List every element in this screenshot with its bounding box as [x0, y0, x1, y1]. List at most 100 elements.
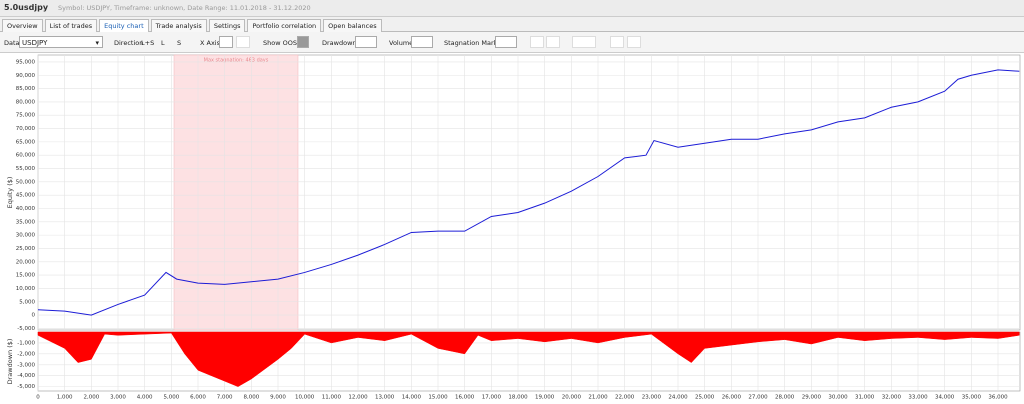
label: Show OOS	[263, 39, 297, 47]
x-tick-label: 21,000	[588, 395, 608, 401]
x-tick-label: 33,000	[908, 395, 928, 401]
x-tick-label: 34,000	[935, 395, 955, 401]
dropdown[interactable]: USDJPY ▾	[19, 36, 103, 48]
x-tick-label: 19,000	[535, 395, 555, 401]
x-tick-label: 6,000	[190, 395, 206, 401]
x-tick-label: 17,000	[482, 395, 502, 401]
toolbar: Data USDJPY ▾ Direction L+S L S X Axis Sh…	[0, 32, 1024, 53]
y-tick-label: 35,000	[16, 219, 36, 225]
drawdown-area	[37, 331, 1020, 387]
x-tick-label: 27,000	[748, 395, 768, 401]
x-tick-label: 13,000	[375, 395, 395, 401]
y-tick-label: 0	[32, 313, 36, 319]
x-tick-label: 1,000	[57, 395, 73, 401]
icon-button[interactable]	[530, 36, 544, 48]
y-tick-label: 70,000	[16, 126, 36, 132]
x-tick-label: 11,000	[322, 395, 342, 401]
tab[interactable]: Portfolio correlation	[247, 19, 322, 32]
y-tick-label: 80,000	[16, 99, 36, 105]
x-tick-label: 10,000	[295, 395, 315, 401]
x-tick-label: 4,000	[137, 395, 153, 401]
x-tick-label: 5,000	[163, 395, 179, 401]
icon-button[interactable]	[627, 36, 641, 48]
stagnation-label: Max stagnation: 463 days	[204, 58, 269, 64]
y-tick-label: -2,000	[17, 351, 35, 357]
tab[interactable]: List of trades	[44, 19, 98, 32]
icon-button[interactable]	[236, 36, 250, 48]
x-tick-label: 8,000	[243, 395, 259, 401]
x-tick-label: 24,000	[668, 395, 688, 401]
icon-button[interactable]	[355, 36, 377, 48]
y-axis-label: Drawdown ($)	[6, 339, 14, 385]
x-tick-label: 22,000	[615, 395, 635, 401]
x-tick-label: 32,000	[882, 395, 902, 401]
x-tick-label: 28,000	[775, 395, 795, 401]
y-tick-label: -3,000	[17, 362, 35, 368]
label: Direction	[114, 39, 144, 47]
icon-button[interactable]	[495, 36, 517, 48]
x-tick-label: 29,000	[802, 395, 822, 401]
x-tick-label: 14,000	[402, 395, 422, 401]
label: Drawdown	[322, 39, 357, 47]
x-tick-label: 23,000	[642, 395, 662, 401]
window-subtitle: Symbol: USDJPY, Timeframe: unknown, Date…	[58, 4, 311, 12]
y-tick-label: 45,000	[16, 193, 36, 199]
x-tick-label: 35,000	[962, 395, 982, 401]
x-tick-label: 3,000	[110, 395, 126, 401]
y-tick-label: 25,000	[16, 246, 36, 252]
y-tick-label: 60,000	[16, 153, 36, 159]
tab[interactable]: Overview	[2, 19, 43, 32]
x-tick-label: 12,000	[348, 395, 368, 401]
button[interactable]: L	[161, 39, 165, 47]
x-tick-label: 18,000	[508, 395, 528, 401]
x-tick-label: 36,000	[988, 395, 1008, 401]
y-axis-label: Equity ($)	[6, 177, 14, 209]
icon-button[interactable]	[572, 36, 596, 48]
y-tick-label: 90,000	[16, 73, 36, 79]
button[interactable]: L+S	[141, 39, 155, 47]
window-title: 5.0usdjpy	[4, 3, 49, 12]
x-tick-label: 20,000	[562, 395, 582, 401]
x-tick-label: 30,000	[828, 395, 848, 401]
tab[interactable]: Open balances	[323, 19, 382, 32]
y-tick-label: 40,000	[16, 206, 36, 212]
icon-button[interactable]	[411, 36, 433, 48]
y-tick-label: 55,000	[16, 166, 36, 172]
y-tick-label: 20,000	[16, 259, 36, 265]
y-tick-label: 30,000	[16, 233, 36, 239]
x-tick-label: 31,000	[855, 395, 875, 401]
equity-line	[37, 69, 1020, 316]
icon-button[interactable]	[219, 36, 233, 48]
x-tick-label: 26,000	[722, 395, 742, 401]
y-tick-label: 65,000	[16, 139, 36, 145]
icon-button[interactable]	[546, 36, 560, 48]
tab[interactable]: Equity chart	[99, 19, 149, 32]
y-tick-label: 75,000	[16, 113, 36, 119]
toggle[interactable]	[297, 36, 309, 48]
y-tick-label: -1,000	[17, 340, 35, 346]
button[interactable]: S	[177, 39, 182, 47]
x-tick-label: 15,000	[428, 395, 448, 401]
icon-button[interactable]	[610, 36, 624, 48]
label: Data	[4, 39, 20, 47]
x-tick-label: 7,000	[217, 395, 233, 401]
y-tick-label: 5,000	[19, 299, 35, 305]
label: Stagnation Marker	[444, 39, 504, 47]
title-bar: 5.0usdjpy Symbol: USDJPY, Timeframe: unk…	[0, 0, 1024, 17]
y-tick-label: 85,000	[16, 86, 36, 92]
dropdown-value: USDJPY	[22, 39, 48, 47]
y-tick-label: -5,000	[17, 326, 35, 332]
y-tick-label: 15,000	[16, 273, 36, 279]
tab[interactable]: Trade analysis	[150, 19, 207, 32]
y-tick-label: 95,000	[16, 59, 36, 65]
x-tick-label: 16,000	[455, 395, 475, 401]
y-tick-label: -4,000	[17, 373, 35, 379]
y-tick-label: -5,000	[17, 384, 35, 390]
tab[interactable]: Settings	[208, 19, 246, 32]
x-tick-label: 0	[36, 395, 40, 401]
stagnation-band	[173, 54, 299, 331]
label: Volume	[389, 39, 414, 47]
x-tick-label: 25,000	[695, 395, 715, 401]
